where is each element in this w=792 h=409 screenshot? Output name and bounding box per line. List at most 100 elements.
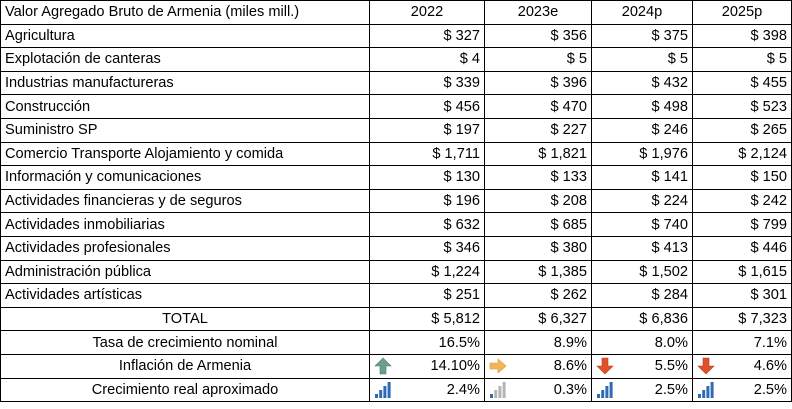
value-cell[interactable]: $ 1,502 <box>591 259 693 285</box>
value-cell[interactable]: $ 5 <box>692 47 792 72</box>
year-header-2022[interactable]: 2022 <box>369 0 485 25</box>
cell-content: 14.10% <box>374 355 480 377</box>
value-cell[interactable]: $ 141 <box>591 165 693 190</box>
value-cell[interactable]: $ 1,821 <box>484 141 592 167</box>
table-row: Actividades profesionales $ 346 $ 380 $ 413… <box>0 235 792 261</box>
value-cell[interactable]: $ 1,976 <box>591 141 693 167</box>
total-value-cell[interactable]: $ 7,323 <box>692 306 792 332</box>
sector-name-cell[interactable]: Explotación de canteras <box>0 47 370 72</box>
total-label[interactable]: TOTAL <box>0 306 370 332</box>
value-cell[interactable]: $ 375 <box>591 23 693 49</box>
real-growth-cell[interactable]: 2.4% <box>369 377 485 403</box>
value-cell[interactable]: $ 197 <box>369 117 485 143</box>
value-cell[interactable]: $ 4 <box>369 47 485 72</box>
total-value-cell[interactable]: $ 6,327 <box>484 306 592 332</box>
value-cell[interactable]: $ 380 <box>484 235 592 261</box>
value-cell[interactable]: $ 265 <box>692 117 792 143</box>
real-growth-label[interactable]: Crecimiento real aproximado <box>0 377 370 403</box>
signal-bars-low-icon <box>489 380 507 400</box>
value-cell[interactable]: $ 740 <box>591 212 693 237</box>
value-cell[interactable]: $ 246 <box>591 117 693 143</box>
cell-content: 2.4% <box>374 379 480 401</box>
inflation-cell[interactable]: 4.6% <box>692 353 792 379</box>
nominal-growth-cell[interactable]: 16.5% <box>369 330 485 355</box>
value-cell[interactable]: $ 1,385 <box>484 259 592 285</box>
header-row: Valor Agregado Bruto de Armenia (miles m… <box>0 0 792 25</box>
value-cell[interactable]: $ 227 <box>484 117 592 143</box>
real-growth-cell[interactable]: 0.3% <box>484 377 592 403</box>
value-cell[interactable]: $ 301 <box>692 283 792 308</box>
nominal-growth-label[interactable]: Tasa de crecimiento nominal <box>0 330 370 355</box>
sector-name-cell[interactable]: Construcción <box>0 94 370 119</box>
value-cell[interactable]: $ 196 <box>369 188 485 214</box>
inflation-cell[interactable]: 5.5% <box>591 353 693 379</box>
inflation-label[interactable]: Inflación de Armenia <box>0 353 370 379</box>
sector-name-cell[interactable]: Actividades inmobiliarias <box>0 212 370 237</box>
cell-content: 2.5% <box>697 379 787 401</box>
real-growth-cell[interactable]: 2.5% <box>692 377 792 403</box>
nominal-growth-row: Tasa de crecimiento nominal 16.5% 8.9% 8.0%… <box>0 330 792 355</box>
value-cell[interactable]: $ 346 <box>369 235 485 261</box>
value-cell[interactable]: $ 455 <box>692 70 792 96</box>
table-title[interactable]: Valor Agregado Bruto de Armenia (miles m… <box>0 0 370 25</box>
value-cell[interactable]: $ 356 <box>484 23 592 49</box>
sector-name-cell[interactable]: Industrias manufactureras <box>0 70 370 96</box>
signal-bars-high-icon <box>374 380 392 400</box>
sector-name-cell[interactable]: Información y comunicaciones <box>0 165 370 190</box>
real-growth-cell[interactable]: 2.5% <box>591 377 693 403</box>
value-cell[interactable]: $ 208 <box>484 188 592 214</box>
table-row: Industrias manufactureras $ 339 $ 396 $ 432… <box>0 70 792 96</box>
inflation-cell[interactable]: 14.10% <box>369 353 485 379</box>
sector-name-cell[interactable]: Actividades profesionales <box>0 235 370 261</box>
value-cell[interactable]: $ 413 <box>591 235 693 261</box>
total-value-cell[interactable]: $ 6,836 <box>591 306 693 332</box>
sector-name-cell[interactable]: Comercio Transporte Alojamiento y comida <box>0 141 370 167</box>
value-cell[interactable]: $ 523 <box>692 94 792 119</box>
value-cell[interactable]: $ 685 <box>484 212 592 237</box>
value-cell[interactable]: $ 470 <box>484 94 592 119</box>
value-cell[interactable]: $ 432 <box>591 70 693 96</box>
sector-name-cell[interactable]: Actividades financieras y de seguros <box>0 188 370 214</box>
value-cell[interactable]: $ 396 <box>484 70 592 96</box>
year-header-2025p[interactable]: 2025p <box>692 0 792 25</box>
value-cell[interactable]: $ 339 <box>369 70 485 96</box>
nominal-growth-cell[interactable]: 7.1% <box>692 330 792 355</box>
value-cell[interactable]: $ 284 <box>591 283 693 308</box>
value-cell[interactable]: $ 150 <box>692 165 792 190</box>
value-cell[interactable]: $ 1,711 <box>369 141 485 167</box>
year-header-2024p[interactable]: 2024p <box>591 0 693 25</box>
value-cell[interactable]: $ 5 <box>591 47 693 72</box>
value-cell[interactable]: $ 262 <box>484 283 592 308</box>
real-growth-row: Crecimiento real aproximado 2.4% 0.3% 2.5% 2… <box>0 377 792 403</box>
value-cell[interactable]: $ 1,615 <box>692 259 792 285</box>
value-cell[interactable]: $ 5 <box>484 47 592 72</box>
value-cell[interactable]: $ 632 <box>369 212 485 237</box>
value-cell[interactable]: $ 456 <box>369 94 485 119</box>
nominal-growth-cell[interactable]: 8.0% <box>591 330 693 355</box>
value-cell[interactable]: $ 242 <box>692 188 792 214</box>
total-value-cell[interactable]: $ 5,812 <box>369 306 485 332</box>
sector-name-cell[interactable]: Suministro SP <box>0 117 370 143</box>
arrow-right-orange-icon <box>489 356 507 376</box>
sector-name-cell[interactable]: Administración pública <box>0 259 370 285</box>
value-cell[interactable]: $ 799 <box>692 212 792 237</box>
value-cell[interactable]: $ 224 <box>591 188 693 214</box>
value-cell[interactable]: $ 327 <box>369 23 485 49</box>
cell-value: 8.6% <box>553 358 587 375</box>
value-cell[interactable]: $ 133 <box>484 165 592 190</box>
value-cell[interactable]: $ 1,224 <box>369 259 485 285</box>
inflation-cell[interactable]: 8.6% <box>484 353 592 379</box>
year-header-2023e[interactable]: 2023e <box>484 0 592 25</box>
value-cell[interactable]: $ 398 <box>692 23 792 49</box>
sector-name-cell[interactable]: Agricultura <box>0 23 370 49</box>
value-cell[interactable]: $ 498 <box>591 94 693 119</box>
value-cell[interactable]: $ 130 <box>369 165 485 190</box>
value-cell[interactable]: $ 251 <box>369 283 485 308</box>
value-cell[interactable]: $ 446 <box>692 235 792 261</box>
sector-name-cell[interactable]: Actividades artísticas <box>0 283 370 308</box>
value-cell[interactable]: $ 2,124 <box>692 141 792 167</box>
table-row: Agricultura $ 327 $ 356 $ 375 $ 398 <box>0 23 792 49</box>
cell-value: 5.5% <box>654 358 688 375</box>
nominal-growth-cell[interactable]: 8.9% <box>484 330 592 355</box>
